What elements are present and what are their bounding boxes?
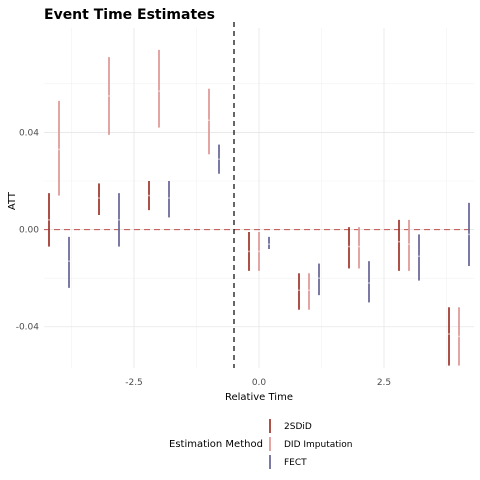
legend-label-fect: FECT: [284, 458, 307, 468]
x-tick-label: 0.0: [252, 378, 267, 388]
estimate-point-fect: [168, 197, 170, 199]
estimate-point-did-imputation: [308, 289, 310, 292]
axis-layer: -2.5 0.0 2.5 -0.04 0.00 0.04: [16, 128, 391, 388]
y-tick-label: -0.04: [16, 323, 40, 333]
legend-items: 2SDiD DID Imputation FECT: [269, 419, 353, 469]
x-tick-label: 2.5: [377, 378, 391, 388]
x-tick-label: -2.5: [125, 378, 143, 388]
estimate-point-fect: [368, 282, 370, 284]
series-layer: [48, 49, 470, 366]
estimate-point-did-imputation: [358, 245, 360, 248]
estimate-point-fect: [418, 255, 420, 258]
estimate-point-did-imputation: [458, 335, 460, 338]
legend-title: Estimation Method: [169, 439, 263, 450]
estimate-point-2sdid: [48, 218, 50, 221]
estimate-point-did-imputation: [108, 95, 110, 97]
estimate-point-fect: [218, 158, 220, 161]
estimate-point-fect: [318, 277, 320, 280]
y-tick-label: 0.00: [19, 226, 39, 236]
x-axis-title: Relative Time: [225, 392, 293, 403]
estimate-point-2sdid: [248, 250, 250, 253]
legend-label-did-imputation: DID Imputation: [284, 440, 353, 450]
estimate-point-2sdid: [148, 194, 150, 197]
chart-title: Event Time Estimates: [44, 7, 215, 23]
estimate-point-2sdid: [398, 240, 400, 243]
legend-label-2sdid: 2SDiD: [284, 422, 312, 432]
legend: Estimation Method 2SDiD DID Imputation FEC…: [169, 419, 353, 469]
estimate-point-did-imputation: [258, 250, 260, 253]
estimate-point-fect: [468, 233, 470, 236]
y-axis-title: ATT: [7, 191, 18, 210]
estimate-point-fect: [68, 260, 70, 263]
estimate-point-did-imputation: [408, 243, 410, 246]
estimate-point-fect: [268, 243, 270, 246]
estimate-point-did-imputation: [158, 90, 160, 93]
estimate-point-did-imputation: [58, 148, 60, 151]
estimate-point-2sdid: [348, 245, 350, 248]
estimate-point-2sdid: [98, 197, 100, 199]
reference-layer: [44, 22, 474, 368]
estimate-point-fect: [118, 218, 120, 221]
estimate-point-2sdid: [448, 333, 450, 335]
estimate-point-did-imputation: [208, 119, 210, 122]
y-tick-label: 0.04: [19, 128, 39, 138]
estimate-point-2sdid: [298, 289, 300, 292]
